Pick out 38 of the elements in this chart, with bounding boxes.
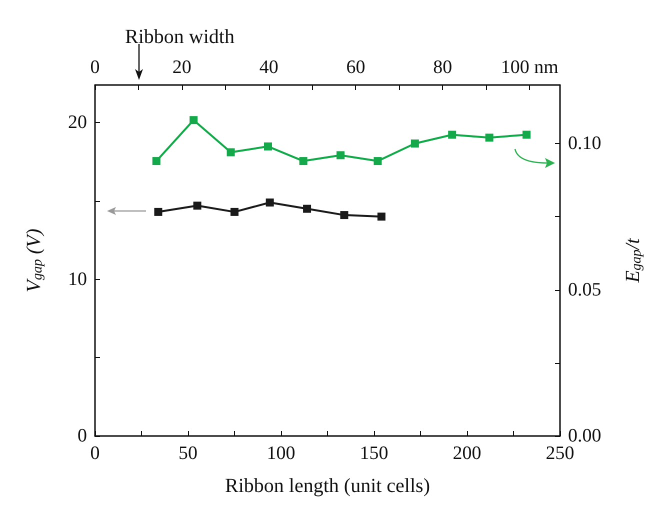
x2-tick-label: 40 [259, 57, 278, 78]
x-tick-label: 50 [178, 443, 198, 464]
point [266, 198, 274, 207]
x-tick-label: 150 [360, 443, 388, 464]
y2-tick-label: 0.10 [568, 133, 602, 154]
y2-axis-title: Egap/t [622, 238, 644, 284]
point [264, 142, 272, 150]
x2-tick-label: 60 [346, 57, 366, 78]
x2-tick-label: 20 [172, 57, 192, 78]
point [154, 208, 162, 216]
x-tick-label: 100 [266, 443, 296, 464]
y-axis-title: Vgap (V) [23, 228, 46, 292]
point [299, 157, 308, 166]
x-tick-label: 200 [452, 443, 482, 464]
point [152, 157, 160, 166]
point [410, 140, 419, 148]
x-tick-label: 0 [90, 443, 100, 464]
y-tick-label: 20 [68, 112, 87, 134]
point [522, 130, 531, 139]
point [226, 148, 235, 156]
x2-tick-label: 0 [90, 57, 100, 78]
point [230, 208, 238, 216]
point [193, 202, 202, 210]
point [374, 157, 382, 166]
y-tick-label: 0 [78, 426, 87, 446]
point [485, 134, 494, 142]
point [190, 116, 198, 124]
x2-tick-label: 80 [433, 57, 452, 78]
point [340, 211, 348, 220]
point [448, 130, 456, 139]
x2-tick-label: 100 nm [500, 57, 559, 78]
point [336, 151, 345, 160]
x-axis-title: Ribbon length (unit cells) [225, 475, 430, 497]
y2-tick-label: 0.05 [568, 279, 602, 300]
point [377, 212, 386, 221]
point [303, 204, 312, 213]
x2-axis-title: Ribbon width [125, 26, 234, 48]
y-tick-label: 10 [68, 268, 87, 290]
